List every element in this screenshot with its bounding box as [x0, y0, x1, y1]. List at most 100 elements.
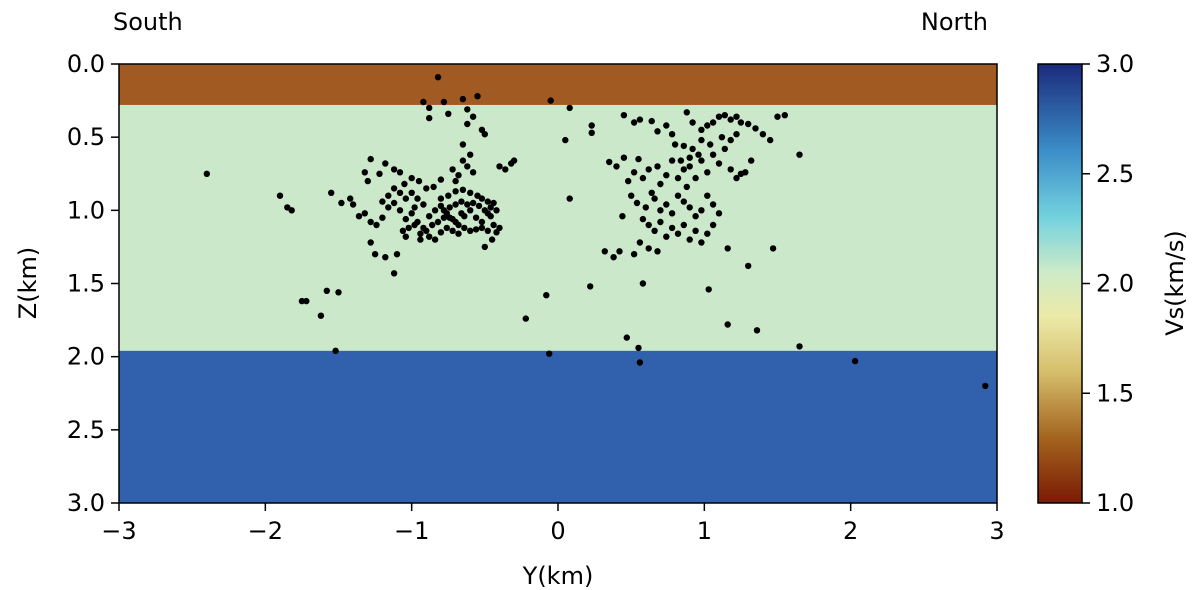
hypocenter-point [680, 221, 687, 229]
hypocenter-point [657, 218, 664, 226]
hypocenter-point [437, 229, 445, 236]
hypocenter-point [689, 145, 696, 153]
hypocenter-point [715, 210, 723, 217]
hypocenter-point [487, 204, 494, 211]
y-tick-label: 1.5 [67, 270, 105, 298]
hypocenter-point [709, 151, 717, 158]
hypocenter-point [692, 213, 699, 220]
hypocenter-point [367, 155, 374, 163]
hypocenter-point [721, 112, 728, 119]
hypocenter-point [562, 136, 569, 144]
hypocenter-point [796, 343, 803, 350]
hypocenter-point [449, 166, 456, 173]
hypocenter-point [408, 210, 415, 217]
hypocenter-point [426, 213, 433, 220]
hypocenter-point [639, 215, 647, 223]
hypocenter-point [671, 141, 679, 148]
colorbar-ticks: 1.0 1.5 2.0 2.5 3.0 [1082, 50, 1134, 517]
hypocenter-point [317, 312, 325, 319]
hypocenter-point [698, 239, 705, 246]
hypocenter-point [654, 248, 661, 255]
hypocenter-point [478, 224, 486, 232]
hypocenter-point [851, 357, 859, 365]
hypocenter-point [367, 218, 374, 226]
hypocenter-point [464, 106, 471, 113]
hypocenter-point [636, 239, 644, 246]
hypocenter-point [657, 180, 664, 188]
hypocenter-point [478, 195, 486, 202]
hypocenter-point [709, 201, 717, 208]
hypocenter-point [437, 195, 445, 202]
hypocenter-point [686, 163, 693, 170]
hypocenter-point [390, 166, 398, 173]
hypocenter-point [417, 236, 424, 243]
hypocenter-point [753, 327, 761, 334]
velocity-layer-2 [119, 104, 997, 351]
hypocenter-point [459, 95, 467, 103]
hypocenter-point [467, 207, 474, 214]
hypocenter-point [715, 160, 723, 167]
hypocenter-point [452, 201, 459, 208]
hypocenter-point [382, 254, 389, 261]
velocity-layer-3 [119, 350, 997, 503]
x-tick-label: 2 [843, 517, 858, 545]
hypocenter-point [588, 129, 595, 136]
hypocenter-point [668, 210, 676, 217]
hypocenter-point [446, 204, 453, 211]
hypocenter-point [727, 116, 734, 123]
hypocenter-point [402, 215, 409, 223]
hypocenter-point [467, 151, 474, 158]
hypocenter-point [645, 221, 652, 229]
hypocenter-point [431, 207, 439, 214]
hypocenter-point [543, 292, 550, 299]
hypocenter-point [642, 204, 649, 211]
hypocenter-point [698, 207, 705, 214]
hypocenter-point [654, 163, 661, 170]
hypocenter-point [769, 245, 777, 252]
hypocenter-point [683, 109, 690, 116]
hypocenter-point [396, 207, 404, 214]
hypocenter-point [692, 227, 699, 234]
hypocenter-point [630, 251, 638, 258]
hypocenter-point [379, 198, 386, 205]
x-tick-label: −2 [248, 517, 283, 545]
hypocenter-point [335, 289, 342, 296]
x-axis-label: Y(km) [522, 562, 594, 590]
hypocenter-point [347, 195, 354, 202]
hypocenter-point [742, 169, 749, 176]
hypocenter-point [455, 172, 462, 179]
hypocenter-point [484, 198, 491, 205]
hypocenter-point [426, 233, 433, 240]
hypocenter-point [458, 210, 465, 217]
hypocenter-point [767, 136, 774, 144]
hypocenter-point [566, 195, 573, 202]
hypocenter-point [628, 192, 635, 199]
hypocenter-point [376, 170, 383, 177]
hypocenter-point [426, 104, 433, 112]
hypocenter-point [472, 214, 480, 221]
hypocenter-point [663, 233, 670, 240]
hypocenter-point [303, 297, 310, 305]
hypocenter-point [445, 110, 452, 118]
hypocenter-point [796, 151, 803, 158]
hypocenter-point [361, 169, 368, 176]
hypocenter-point [449, 227, 456, 234]
hypocenter-point [698, 136, 705, 144]
hypocenter-point [455, 230, 462, 237]
hypocenter-point [727, 166, 734, 173]
hypocenter-point [423, 185, 430, 192]
hypocenter-point [648, 117, 655, 125]
hypocenter-point [390, 270, 398, 277]
hypocenter-point [472, 226, 480, 233]
hypocenter-point [423, 227, 430, 234]
hypocenter-point [774, 113, 781, 120]
hypocenter-point [698, 157, 705, 164]
hypocenter-point [709, 119, 717, 126]
hypocenter-point [587, 283, 594, 290]
hypocenter-point [680, 166, 687, 173]
hypocenter-point [680, 198, 687, 205]
velocity-layer-1 [119, 64, 997, 105]
colorbar-tick-label: 3.0 [1096, 50, 1134, 78]
hypocenter-point [459, 157, 467, 164]
hypocenter-point [417, 230, 424, 237]
